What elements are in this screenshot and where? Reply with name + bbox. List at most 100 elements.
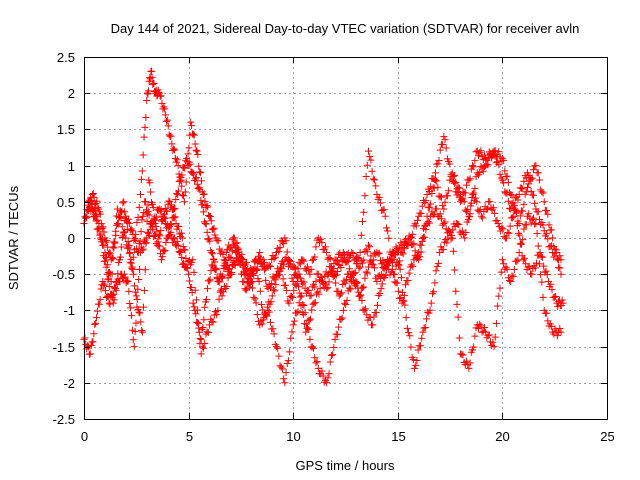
data-point [103,237,111,245]
data-point [525,172,533,180]
data-point [459,351,467,359]
data-point [503,265,511,273]
data-point [157,250,165,258]
y-tick-label: 1 [68,159,75,174]
data-point [218,292,226,300]
data-point [231,234,239,242]
data-point [476,320,484,328]
data-point [261,258,269,266]
data-point [338,314,346,322]
data-point [268,292,276,300]
data-point [214,237,222,245]
data-point [282,369,290,377]
data-point [494,158,502,166]
data-point [395,261,403,269]
data-point [93,197,101,205]
data-point [412,222,420,230]
data-point [555,263,563,271]
data-point [333,257,341,265]
data-point [362,268,370,276]
data-point [537,252,545,260]
data-point [129,336,137,344]
data-point [356,292,364,300]
data-point [275,248,283,256]
data-point [506,277,514,285]
data-point [152,222,160,230]
data-point [336,290,344,298]
data-point [131,327,139,335]
data-point [172,242,180,250]
data-point [465,176,473,184]
data-point [311,253,319,261]
data-point [185,270,193,278]
data-point [556,252,564,260]
data-point [181,188,189,196]
data-point [490,147,498,155]
data-point [537,271,545,279]
data-point [250,257,258,265]
data-point [259,306,267,314]
data-point [270,255,278,263]
data-point [360,256,368,264]
data-point [404,277,412,285]
data-point [137,318,145,326]
data-point [428,290,436,298]
data-point [90,330,98,338]
data-point [459,194,467,202]
data-point [365,147,373,155]
data-point [205,277,213,285]
data-point [531,264,539,272]
data-point [361,192,369,200]
data-point [412,361,420,369]
data-point [94,203,102,211]
data-point [520,177,528,185]
data-point [415,256,423,264]
data-point [91,320,99,328]
data-point [142,113,150,121]
data-point [539,189,547,197]
data-point [132,236,140,244]
data-point [515,229,523,237]
data-point [394,287,402,295]
data-point [342,275,350,283]
data-point [494,220,502,228]
data-point [439,245,447,253]
data-point [544,210,552,218]
data-point [175,223,183,231]
data-point [503,189,511,197]
data-point [300,278,308,286]
data-point [116,253,124,261]
data-point [296,293,304,301]
data-point [127,304,135,312]
data-point [95,205,103,213]
data-point [87,342,95,350]
data-point [440,133,448,141]
data-point [126,258,134,266]
data-point [249,270,257,278]
data-point [422,315,430,323]
data-point [406,332,414,340]
data-point [439,141,447,149]
data-point [480,324,488,332]
data-point [116,207,124,215]
data-point [186,160,194,168]
data-point [404,242,412,250]
y-tick-label: 0 [68,231,75,246]
data-point [211,231,219,239]
data-point [387,256,395,264]
data-point [305,287,313,295]
data-point [446,160,454,168]
data-point [190,303,198,311]
data-point [492,320,500,328]
data-point [463,181,471,189]
data-point [471,332,479,340]
data-point [213,236,221,244]
data-point [118,223,126,231]
data-point [370,264,378,272]
data-point [312,243,320,251]
data-point [331,335,339,343]
data-point [138,246,146,254]
data-point [221,257,229,265]
data-point [535,176,543,184]
data-point [558,296,566,304]
